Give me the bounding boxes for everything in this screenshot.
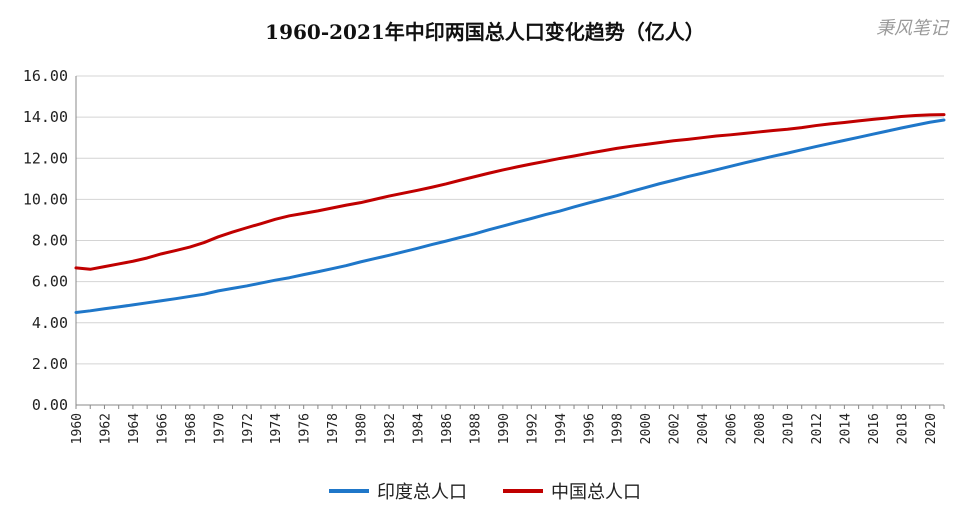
x-tick-label: 1982 (383, 413, 398, 444)
x-tick-label: 1972 (241, 413, 256, 444)
x-tick-label: 1974 (269, 413, 284, 444)
y-tick-label: 14.00 (23, 108, 68, 126)
x-tick-label: 2010 (781, 413, 796, 444)
x-tick-label: 1988 (468, 413, 483, 444)
x-tick-label: 1966 (155, 413, 170, 444)
x-tick-label: 2000 (639, 413, 654, 444)
x-tick-label: 1984 (412, 413, 427, 444)
x-tick-label: 2018 (895, 413, 910, 444)
x-tick-label: 2012 (810, 413, 825, 444)
x-tick-label: 1992 (525, 413, 540, 444)
y-tick-label: 16.00 (23, 67, 68, 85)
x-tick-label: 2004 (696, 413, 711, 444)
watermark: 秉风笔记 (876, 18, 948, 39)
legend-item-india: 印度总人口 (329, 478, 467, 504)
legend-item-china: 中国总人口 (503, 478, 641, 504)
x-tick-label: 2020 (924, 413, 939, 444)
legend-label-china: 中国总人口 (551, 482, 641, 503)
x-tick-label: 1970 (212, 413, 227, 444)
x-tick-label: 1964 (127, 413, 142, 444)
legend-label-india: 印度总人口 (377, 482, 467, 503)
x-tick-label: 2006 (725, 413, 740, 444)
legend-swatch-india (329, 489, 369, 493)
x-tick-label: 2002 (668, 413, 683, 444)
x-tick-label: 1978 (326, 413, 341, 444)
y-tick-label: 4.00 (32, 314, 68, 332)
x-tick-label: 2008 (753, 413, 768, 444)
series-line-china (74, 113, 946, 271)
x-tick-label: 1980 (355, 413, 370, 444)
x-tick-label: 1986 (440, 413, 455, 444)
y-tick-label: 8.00 (32, 232, 68, 250)
legend-swatch-china (503, 489, 543, 493)
x-tick-label: 2014 (838, 413, 853, 444)
x-tick-label: 1996 (582, 413, 597, 444)
x-tick-label: 1976 (298, 413, 313, 444)
x-tick-label: 1994 (554, 413, 569, 444)
legend: 印度总人口 中国总人口 (0, 478, 970, 504)
y-tick-label: 0.00 (32, 396, 68, 414)
y-tick-label: 6.00 (32, 273, 68, 291)
chart-title: 1960-2021年中印两国总人口变化趋势（亿人） (265, 20, 705, 44)
x-tick-label: 1960 (70, 413, 85, 444)
x-tick-label: 1968 (184, 413, 199, 444)
series-line-india (74, 118, 946, 314)
x-tick-label: 1962 (98, 413, 113, 444)
x-tick-label: 2016 (867, 413, 882, 444)
x-tick-label: 1998 (611, 413, 626, 444)
y-tick-label: 10.00 (23, 190, 68, 208)
y-tick-label: 2.00 (32, 355, 68, 373)
y-tick-label: 12.00 (23, 149, 68, 167)
x-tick-label: 1990 (497, 413, 512, 444)
